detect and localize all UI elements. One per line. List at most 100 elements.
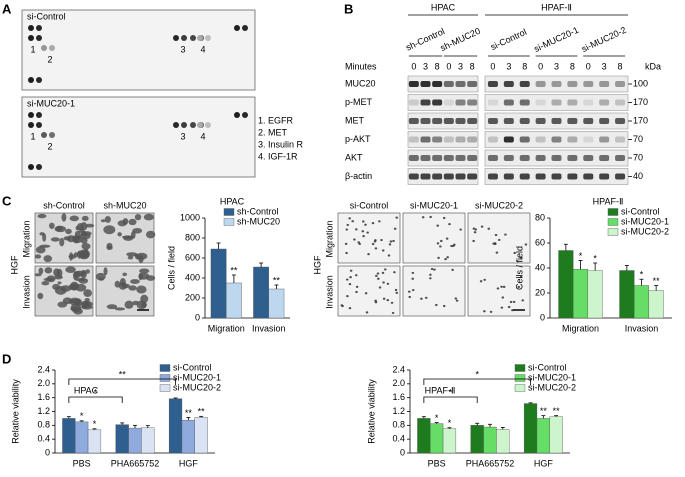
bar — [194, 417, 208, 454]
cell — [436, 242, 440, 245]
band — [420, 81, 431, 87]
cell — [489, 310, 493, 313]
sample-label: si-MUC20-1 — [532, 25, 580, 54]
band — [551, 118, 562, 124]
cell — [387, 254, 391, 257]
bar — [648, 290, 664, 319]
cell — [69, 252, 74, 261]
legend-label: si-MUC20-2 — [173, 382, 221, 392]
band — [487, 136, 498, 143]
array-spot — [36, 35, 42, 41]
bracket — [68, 396, 123, 403]
cell — [136, 285, 147, 294]
x-tick-label: Invasion — [252, 323, 286, 333]
band — [615, 81, 626, 87]
band — [535, 99, 546, 106]
y-tick-label: 800 — [185, 232, 200, 242]
band — [443, 173, 454, 180]
band — [583, 99, 594, 106]
cell — [436, 224, 440, 227]
treatment-label: HGF — [312, 255, 322, 275]
band — [443, 155, 454, 161]
x-tick-label: HGF — [534, 458, 554, 468]
cell — [366, 231, 369, 234]
band — [535, 118, 546, 124]
band — [503, 173, 514, 180]
cell — [381, 249, 385, 252]
legend-swatch — [159, 364, 171, 372]
y-tick-label: 60 — [535, 237, 545, 247]
y-axis-title: Cells / field — [166, 246, 176, 290]
band — [599, 155, 610, 161]
legend-swatch — [159, 374, 171, 382]
array-legend: 1. EGFR — [258, 115, 294, 125]
cell — [411, 277, 414, 280]
band — [408, 118, 419, 124]
array-spot — [49, 132, 55, 138]
cell — [446, 256, 449, 259]
spot-number: 1 — [30, 131, 35, 141]
band — [408, 155, 419, 161]
cell — [349, 276, 352, 279]
cell — [355, 290, 358, 294]
band — [535, 155, 546, 161]
cell — [85, 223, 95, 228]
band — [503, 99, 514, 106]
cell — [364, 292, 368, 295]
cell — [430, 267, 434, 271]
cell — [145, 230, 156, 239]
cell — [81, 215, 89, 221]
significance: ** — [198, 407, 206, 417]
cell — [395, 216, 399, 219]
cell — [44, 267, 53, 274]
y-tick-label: 1.6 — [37, 392, 50, 402]
unit-title: kDa — [645, 61, 661, 71]
band — [432, 136, 443, 143]
legend-label: sh-Control — [237, 206, 279, 216]
cell — [73, 308, 83, 315]
band — [503, 81, 514, 87]
micrograph — [337, 212, 401, 264]
array-legend: 3. Insulin R — [258, 139, 304, 149]
protein-label: MET — [345, 115, 365, 125]
protein-label: p-MET — [345, 97, 373, 107]
cell — [103, 225, 116, 235]
band — [599, 118, 610, 124]
cell — [382, 281, 385, 284]
kda-label: 170 — [633, 97, 648, 107]
array-spot — [190, 122, 196, 128]
time-label: 0 — [490, 61, 495, 71]
blot-strip — [407, 112, 479, 130]
band — [420, 155, 431, 161]
legend-swatch — [159, 384, 171, 392]
array-spot — [36, 164, 42, 170]
band — [551, 173, 562, 180]
band — [443, 118, 454, 124]
bracket — [423, 396, 478, 403]
cell — [81, 304, 93, 310]
y-tick-label: 0.8 — [392, 420, 405, 430]
legend-swatch — [514, 364, 526, 372]
band — [443, 99, 454, 106]
band — [615, 136, 626, 143]
cell — [521, 299, 525, 302]
cell — [132, 300, 139, 306]
cell — [450, 244, 453, 248]
cell — [454, 297, 458, 300]
x-tick-label: PBS — [428, 458, 446, 468]
cell — [74, 230, 81, 239]
cell — [128, 218, 137, 226]
cell — [444, 258, 447, 261]
image-title: si-MUC20-1 — [410, 200, 458, 210]
micrograph — [337, 265, 401, 317]
cell — [439, 245, 442, 248]
cell — [143, 213, 154, 221]
cell — [49, 222, 55, 229]
y-tick-label: 1.6 — [392, 392, 405, 402]
bar — [253, 266, 269, 319]
cell — [72, 271, 78, 281]
cell — [376, 272, 380, 275]
cell — [439, 239, 443, 243]
band — [567, 155, 578, 161]
time-label: 8 — [470, 61, 475, 71]
